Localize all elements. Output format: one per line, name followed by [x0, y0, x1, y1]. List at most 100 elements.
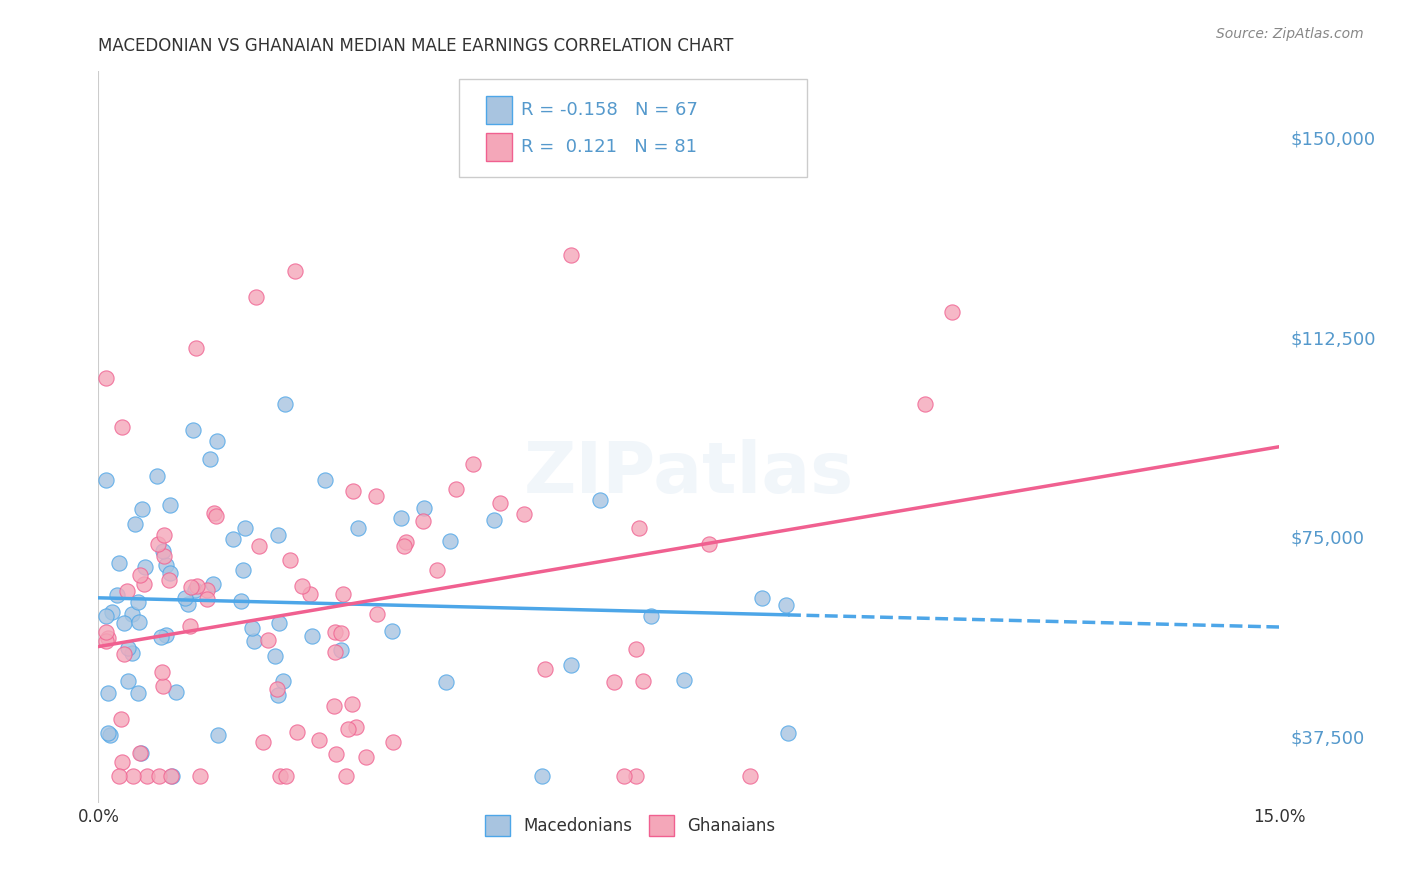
Point — [672, 673, 695, 687]
Point — [180, 580, 202, 594]
Point — [157, 574, 180, 588]
Point — [344, 720, 367, 734]
Point — [276, 769, 298, 783]
Point — [131, 502, 153, 516]
Point — [122, 769, 145, 783]
Point — [96, 371, 118, 385]
Point — [252, 734, 274, 748]
Point — [153, 549, 176, 563]
Point — [489, 496, 512, 510]
Point — [127, 595, 149, 609]
Point — [624, 769, 647, 783]
Point — [530, 769, 553, 783]
Point — [152, 679, 174, 693]
Point — [181, 424, 204, 438]
Point — [195, 583, 218, 598]
Point — [602, 675, 624, 690]
Point — [247, 539, 270, 553]
Point — [202, 506, 225, 520]
Text: R =  0.121   N = 81: R = 0.121 N = 81 — [522, 137, 697, 156]
Point — [624, 642, 647, 657]
Point — [186, 578, 208, 592]
Point — [330, 626, 353, 640]
Point — [335, 769, 357, 783]
Point — [444, 482, 467, 496]
Point — [264, 649, 287, 664]
Point — [381, 735, 404, 749]
Point — [108, 769, 131, 783]
Point — [245, 290, 267, 304]
Point — [112, 615, 135, 630]
Point — [110, 755, 132, 769]
Point — [941, 305, 963, 319]
Point — [207, 728, 229, 742]
Point — [97, 631, 120, 645]
Point — [266, 681, 288, 696]
Point — [233, 521, 256, 535]
Point — [128, 615, 150, 629]
Point — [96, 625, 118, 640]
Point — [633, 674, 655, 689]
Point — [198, 452, 221, 467]
Point — [412, 501, 434, 516]
Point — [205, 508, 228, 523]
Text: MACEDONIAN VS GHANAIAN MEDIAN MALE EARNINGS CORRELATION CHART: MACEDONIAN VS GHANAIAN MEDIAN MALE EARNI… — [98, 37, 734, 54]
Point — [232, 564, 254, 578]
Text: Source: ZipAtlas.com: Source: ZipAtlas.com — [1216, 27, 1364, 41]
Legend: Macedonians, Ghanaians: Macedonians, Ghanaians — [475, 805, 785, 846]
Point — [589, 492, 612, 507]
Point — [105, 588, 128, 602]
Point — [96, 609, 118, 624]
Point — [751, 591, 773, 606]
Point — [332, 587, 354, 601]
Point — [267, 527, 290, 541]
Point — [186, 341, 208, 355]
Point — [195, 592, 218, 607]
Point — [461, 457, 484, 471]
Point — [381, 624, 404, 639]
Point — [426, 563, 449, 577]
Point — [243, 634, 266, 648]
FancyBboxPatch shape — [458, 78, 807, 178]
Point — [150, 665, 173, 679]
Point — [177, 598, 200, 612]
Point — [201, 577, 224, 591]
Point — [364, 489, 387, 503]
Point — [513, 507, 536, 521]
Point — [179, 619, 201, 633]
Point — [697, 537, 720, 551]
Point — [613, 769, 636, 783]
Point — [127, 686, 149, 700]
Point — [159, 498, 181, 512]
Point — [627, 521, 650, 535]
Point — [222, 532, 245, 546]
Point — [148, 769, 170, 783]
Text: ZIPatlas: ZIPatlas — [524, 439, 853, 508]
Point — [96, 686, 118, 700]
Point — [271, 673, 294, 688]
Point — [153, 528, 176, 542]
Point — [174, 591, 197, 605]
Point — [269, 769, 291, 783]
Point — [269, 615, 291, 630]
Point — [323, 624, 346, 639]
Point — [267, 688, 290, 702]
Point — [110, 712, 132, 726]
Point — [96, 633, 118, 648]
Text: R = -0.158   N = 67: R = -0.158 N = 67 — [522, 101, 699, 120]
Point — [291, 579, 314, 593]
Point — [534, 662, 557, 676]
Point — [184, 582, 207, 597]
Point — [205, 434, 228, 448]
Point — [273, 397, 295, 411]
Point — [229, 594, 252, 608]
Point — [323, 645, 346, 659]
Point — [134, 560, 156, 574]
Point — [640, 609, 662, 624]
Point — [160, 769, 183, 783]
Point — [149, 631, 172, 645]
Point — [97, 726, 120, 740]
Point — [155, 627, 177, 641]
Point — [329, 643, 352, 657]
Point — [132, 577, 155, 591]
